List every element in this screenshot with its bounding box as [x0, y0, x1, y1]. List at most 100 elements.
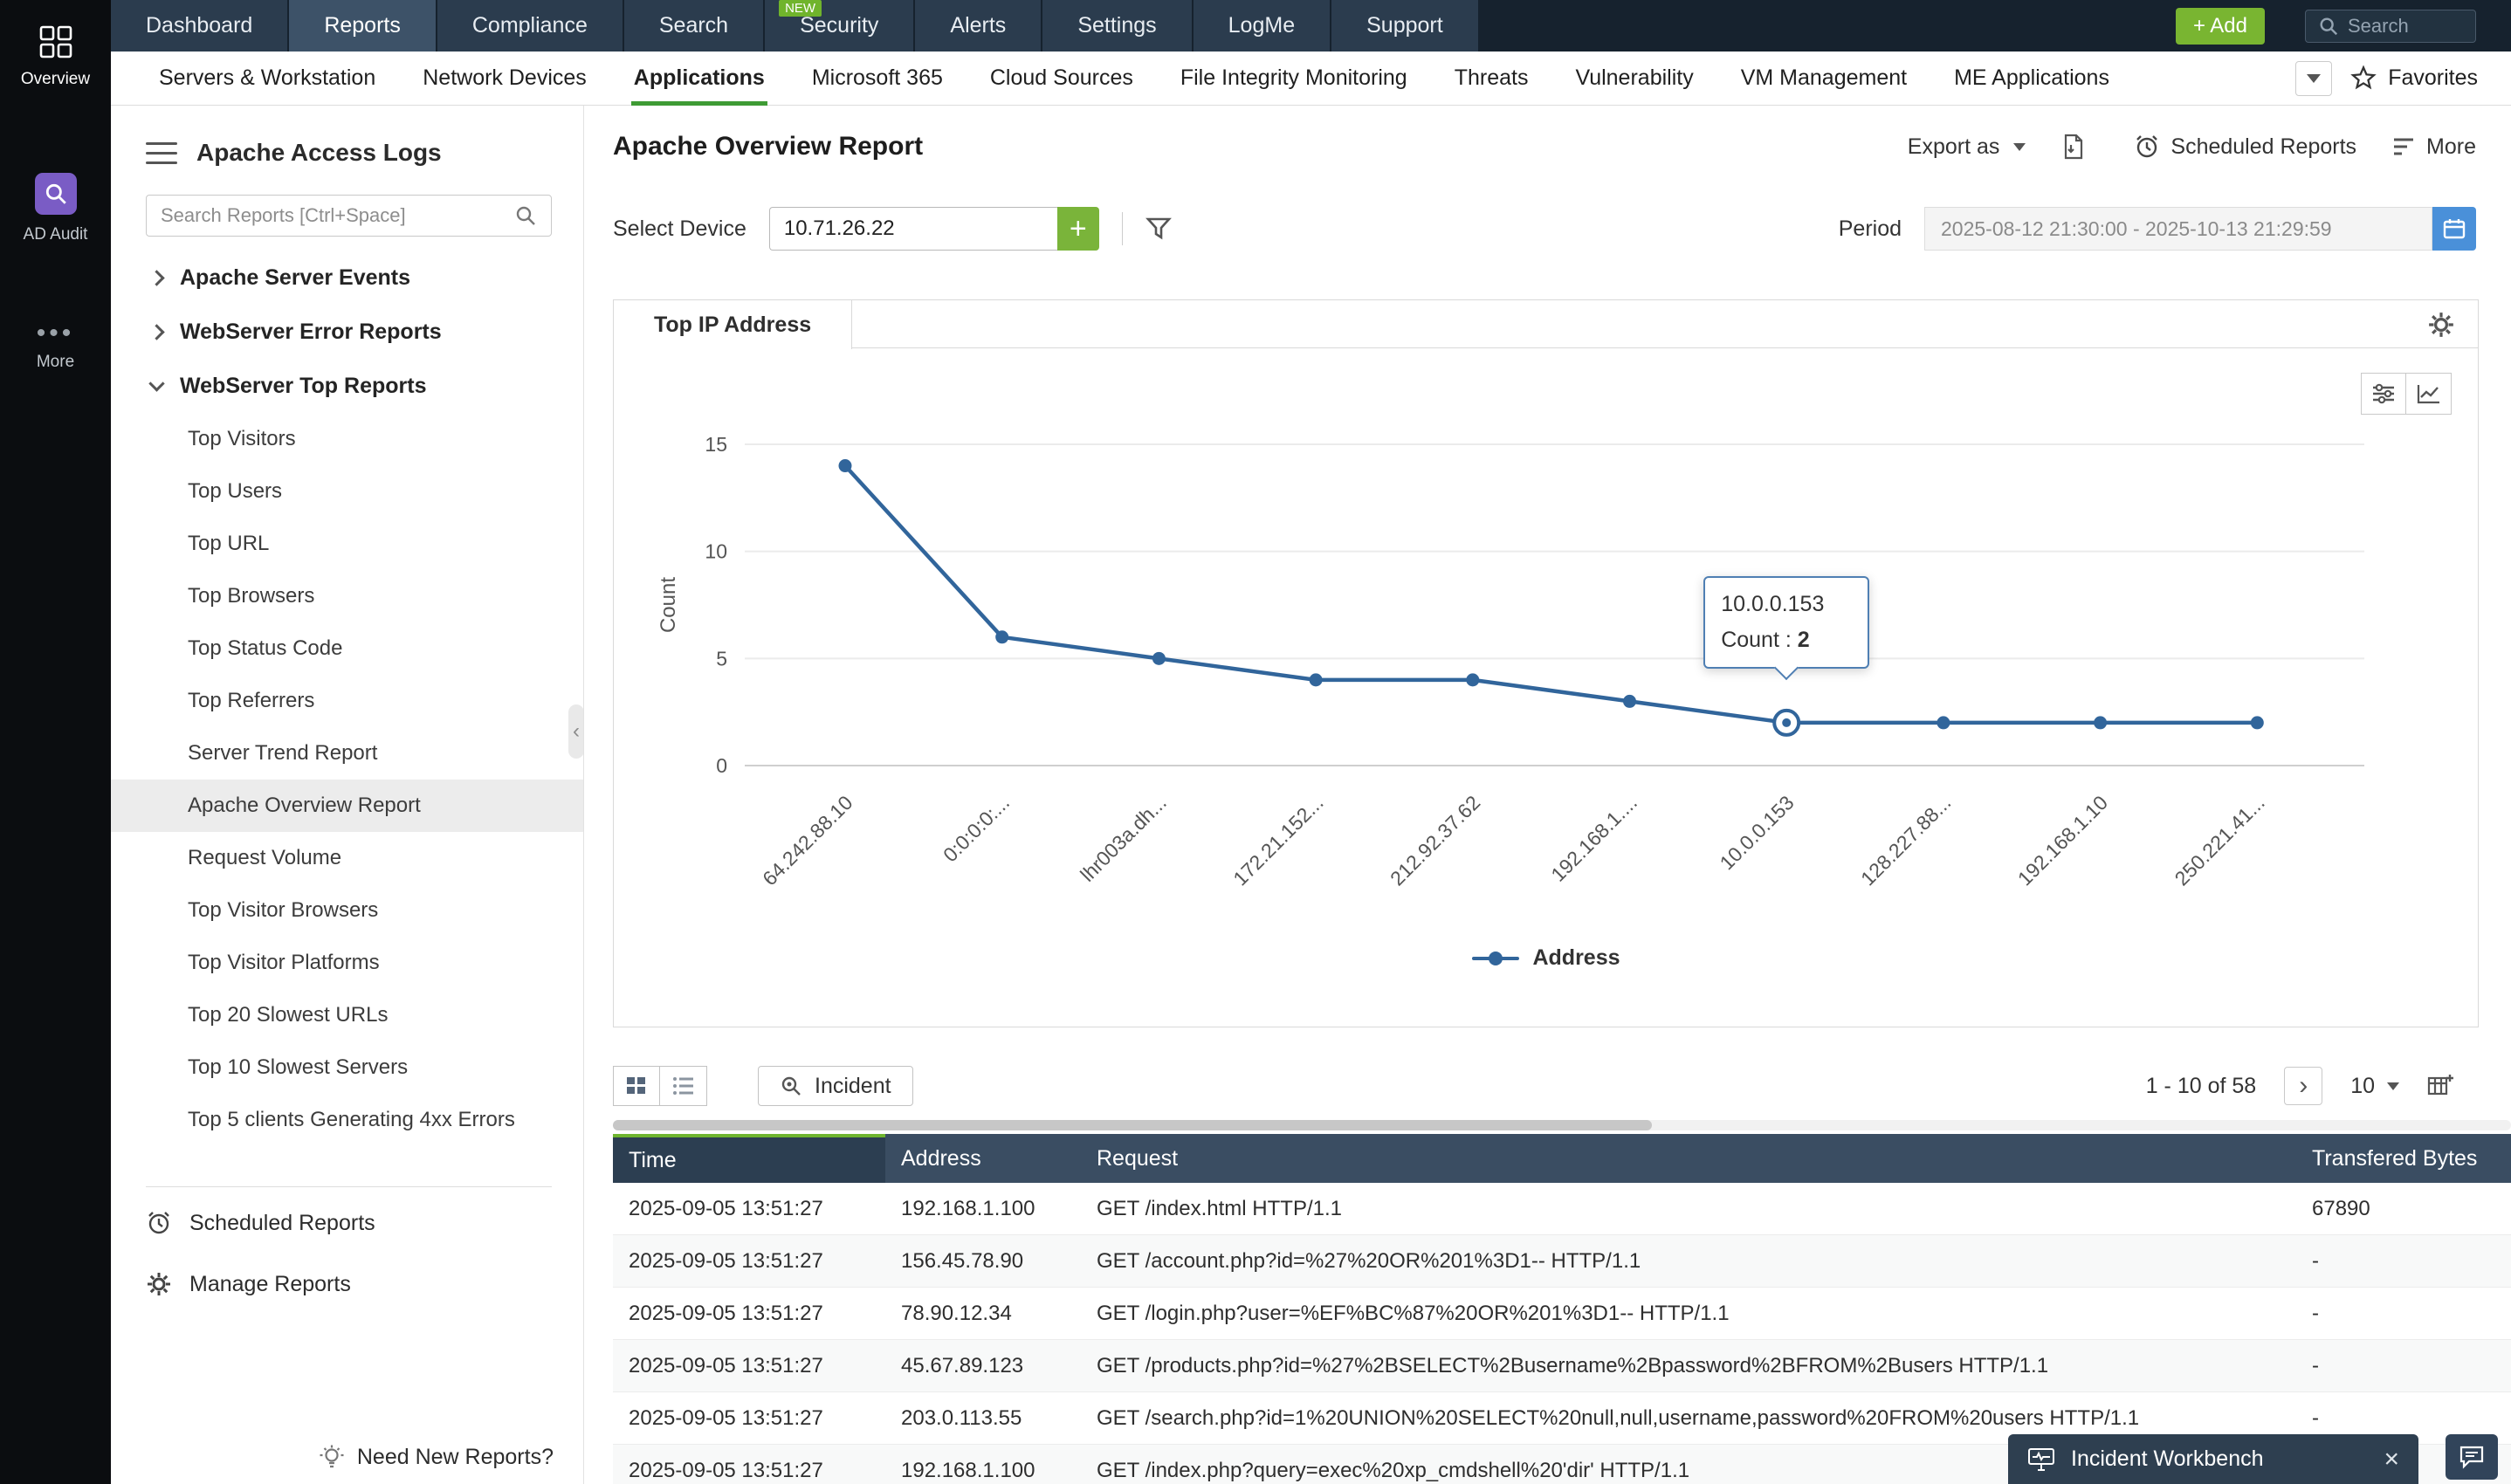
table-row[interactable]: 2025-09-05 13:51:27 192.168.1.100 GET /ind… — [613, 1183, 2511, 1235]
rail-item-ad-audit[interactable]: AD Audit — [24, 173, 87, 244]
report-search-input[interactable] — [161, 204, 506, 227]
tree-item-top-5-clients-generating-4xx-errors[interactable]: Top 5 clients Generating 4xx Errors — [188, 1108, 515, 1131]
table-cell: 67890 — [2312, 1196, 2370, 1220]
tree-item-request-volume[interactable]: Request Volume — [188, 846, 342, 869]
more-options-icon — [2394, 138, 2414, 155]
tree-item-top-status-code[interactable]: Top Status Code — [188, 636, 343, 660]
rail-item-overview[interactable]: Overview — [21, 24, 90, 89]
scrollbar-thumb[interactable] — [613, 1120, 1652, 1130]
add-column-icon[interactable] — [2427, 1074, 2453, 1098]
table-row[interactable]: 2025-09-05 13:51:27 203.0.113.55 GET /sear… — [613, 1392, 2511, 1445]
column-header-address[interactable]: Address — [901, 1145, 981, 1171]
subnav-overflow-dropdown[interactable] — [2295, 60, 2333, 96]
chart-point[interactable] — [1623, 694, 1636, 708]
report-search[interactable] — [146, 195, 552, 237]
filter-button[interactable] — [1145, 216, 1172, 241]
tree-item-apache-overview-report[interactable]: Apache Overview Report — [111, 780, 583, 832]
scheduled-reports-button[interactable]: Scheduled Reports — [2134, 134, 2356, 160]
chart-point[interactable] — [1309, 673, 1323, 687]
topnav-tab-compliance[interactable]: Compliance — [437, 0, 623, 52]
tree-item-top-visitors[interactable]: Top Visitors — [188, 427, 296, 450]
page-size-dropdown[interactable]: 10 — [2350, 1074, 2399, 1099]
topnav-tab-reports[interactable]: Reports — [289, 0, 436, 52]
tree-group-webserver-top-reports[interactable]: WebServer Top Reports — [111, 359, 583, 413]
chart-point[interactable] — [2250, 716, 2264, 730]
topnav-tab-dashboard[interactable]: Dashboard — [111, 0, 288, 52]
topnav-tab-logme[interactable]: LogMe — [1193, 0, 1331, 52]
subnav-item-me-applications[interactable]: ME Applications — [1954, 65, 2109, 90]
chart-point[interactable] — [1152, 651, 1166, 665]
chart-point[interactable] — [1937, 716, 1950, 730]
tree-item-top-visitor-platforms[interactable]: Top Visitor Platforms — [188, 951, 380, 974]
sidebar-manage-reports[interactable]: Manage Reports — [111, 1254, 583, 1315]
tree-item-server-trend-report[interactable]: Server Trend Report — [188, 741, 378, 765]
list-view-button[interactable] — [660, 1066, 707, 1106]
tree-item-top-browsers[interactable]: Top Browsers — [188, 584, 315, 608]
global-search[interactable] — [2305, 9, 2476, 43]
grid-view-button[interactable] — [613, 1066, 660, 1106]
close-icon[interactable]: × — [2384, 1444, 2399, 1474]
table-row[interactable]: 2025-09-05 13:51:27 156.45.78.90 GET /acco… — [613, 1235, 2511, 1288]
more-button[interactable]: More — [2391, 134, 2476, 160]
chart-point[interactable] — [2094, 716, 2108, 730]
topnav-tab-support[interactable]: Support — [1331, 0, 1478, 52]
chart-type-toggle[interactable] — [2406, 373, 2452, 415]
subnav-item-microsoft-365[interactable]: Microsoft 365 — [811, 65, 943, 90]
topnav-tab-settings[interactable]: Settings — [1042, 0, 1192, 52]
subnav-item-vulnerability[interactable]: Vulnerability — [1575, 65, 1694, 90]
incident-button[interactable]: Incident — [758, 1066, 913, 1106]
tab-top-ip-address[interactable]: Top IP Address — [614, 300, 853, 349]
subnav-item-file-integrity-monitoring[interactable]: File Integrity Monitoring — [1180, 65, 1407, 90]
column-header-transfered-bytes[interactable]: Transfered Bytes — [2312, 1145, 2478, 1171]
need-new-reports-link[interactable]: Need New Reports? — [318, 1444, 554, 1470]
column-header-request[interactable]: Request — [1097, 1145, 1179, 1171]
tree-group-apache-server-events[interactable]: Apache Server Events — [111, 251, 583, 305]
favorites-button[interactable]: Favorites — [2349, 64, 2478, 93]
export-history-icon[interactable] — [2060, 133, 2087, 161]
incident-workbench-bar[interactable]: Incident Workbench × — [2008, 1434, 2418, 1484]
topnav-tab-label: Dashboard — [146, 13, 253, 38]
calendar-button[interactable] — [2432, 207, 2476, 251]
x-tick-label: 10.0.0.153 — [1715, 791, 1798, 874]
tree-item-top-url[interactable]: Top URL — [188, 532, 270, 555]
sidebar-collapse-handle[interactable]: ‹ — [568, 704, 583, 759]
chat-button[interactable] — [2446, 1434, 2498, 1480]
tree-group-webserver-error-reports[interactable]: WebServer Error Reports — [111, 305, 583, 359]
topnav-tab-alerts[interactable]: Alerts — [915, 0, 1042, 52]
column-header-time[interactable]: Time — [613, 1134, 885, 1183]
tree-item-top-visitor-browsers[interactable]: Top Visitor Browsers — [188, 898, 379, 922]
tree-item-top-referrers[interactable]: Top Referrers — [188, 689, 315, 712]
tree-item-top-20-slowest-urls[interactable]: Top 20 Slowest URLs — [188, 1003, 389, 1027]
table-cell: 203.0.113.55 — [901, 1405, 1022, 1430]
tree-item-top-users[interactable]: Top Users — [188, 479, 283, 503]
device-input[interactable] — [768, 207, 1057, 251]
table-row[interactable]: 2025-09-05 13:51:27 45.67.89.123 GET /prod… — [613, 1340, 2511, 1392]
rail-item-more[interactable]: ••• More — [37, 320, 75, 372]
subnav-item-cloud-sources[interactable]: Cloud Sources — [989, 65, 1133, 90]
tree-item-top-10-slowest-servers[interactable]: Top 10 Slowest Servers — [188, 1055, 409, 1079]
hamburger-icon[interactable] — [146, 141, 177, 164]
table-cell: 2025-09-05 13:51:27 — [629, 1196, 823, 1220]
table-row[interactable]: 2025-09-05 13:51:27 78.90.12.34 GET /login… — [613, 1288, 2511, 1340]
chart-point[interactable] — [838, 459, 852, 473]
topnav-tab-label: LogMe — [1228, 13, 1296, 38]
subnav-item-servers-workstation[interactable]: Servers & Workstation — [159, 65, 376, 90]
chart-settings-toggle[interactable] — [2361, 373, 2406, 415]
add-button[interactable]: + Add — [2175, 7, 2265, 45]
sidebar-scheduled-reports[interactable]: Scheduled Reports — [111, 1192, 583, 1254]
topnav-tab-security[interactable]: NEW Security — [765, 0, 914, 52]
topnav-tab-search[interactable]: Search — [623, 0, 764, 52]
subnav-item-network-devices[interactable]: Network Devices — [423, 65, 587, 90]
add-device-button[interactable]: + — [1056, 207, 1099, 251]
chart-legend[interactable]: Address — [1471, 945, 1620, 971]
subnav-item-threats[interactable]: Threats — [1454, 65, 1529, 90]
panel-settings-button[interactable] — [2427, 311, 2455, 339]
export-as-button[interactable]: Export as — [1908, 134, 2026, 160]
chart-point[interactable] — [1466, 673, 1480, 687]
chart-point[interactable] — [995, 630, 1009, 644]
subnav-item-vm-management[interactable]: VM Management — [1740, 65, 1908, 90]
period-input[interactable] — [1924, 207, 2432, 251]
global-search-input[interactable] — [2348, 14, 2461, 38]
subnav-item-applications[interactable]: Applications — [610, 52, 788, 106]
next-page-button[interactable]: › — [2284, 1067, 2323, 1105]
